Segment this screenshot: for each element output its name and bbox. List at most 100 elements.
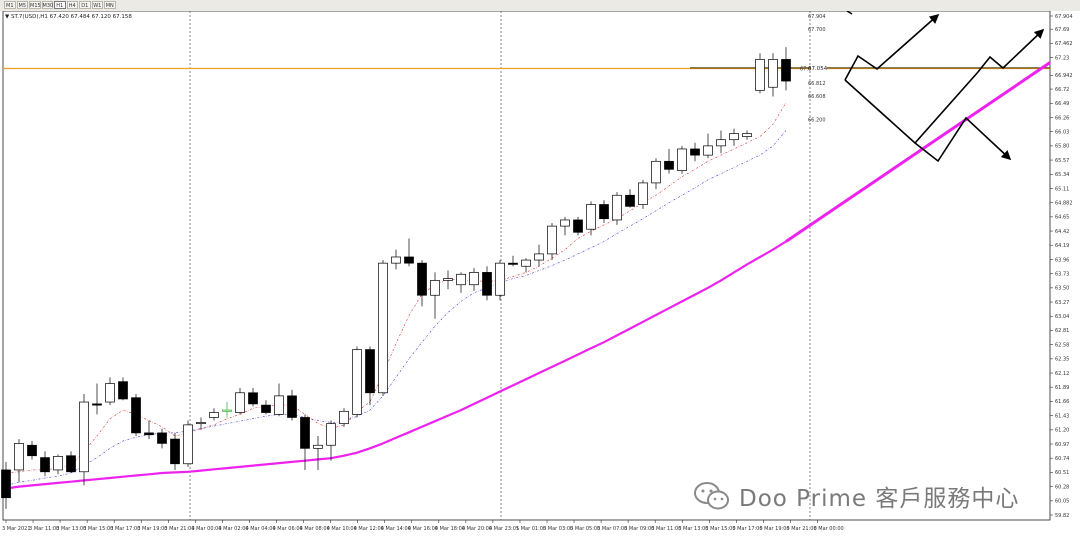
candle bbox=[482, 266, 492, 301]
bear-candle-body bbox=[170, 438, 180, 465]
time-tick-label: 3 Mar 2021 bbox=[2, 526, 31, 532]
time-tick-label: 5 Mar 15:00 bbox=[705, 526, 735, 532]
bear-candle-body bbox=[144, 432, 154, 436]
bull-candle-body bbox=[456, 273, 466, 286]
bull-candle-body bbox=[352, 349, 362, 415]
price-tick-label: 67.904 bbox=[1055, 14, 1073, 20]
bear-candle-body bbox=[131, 397, 141, 434]
bull-candle-body bbox=[768, 59, 778, 88]
candle bbox=[14, 439, 24, 483]
candle bbox=[144, 420, 154, 440]
price-level-label: 67.054 bbox=[808, 66, 828, 72]
bear-candle-body bbox=[27, 444, 37, 457]
time-tick-label: 4 Mar 18:00 bbox=[435, 526, 465, 532]
bull-candle-body bbox=[430, 280, 440, 296]
candle bbox=[781, 47, 791, 91]
time-tick-label: 3 Mar 17:00 bbox=[110, 526, 140, 532]
candle bbox=[768, 53, 778, 97]
forecast-arrow bbox=[844, 13, 940, 81]
time-tick-label: 4 Mar 20:00 bbox=[462, 526, 492, 532]
bear-candle-body bbox=[781, 59, 791, 82]
price-tick-label: 61.89 bbox=[1055, 385, 1069, 391]
price-chart[interactable]: ▼ ST.7(USD),H1 67.420 67.484 67.120 67.1… bbox=[0, 11, 1080, 543]
bull-candle-body bbox=[339, 410, 349, 424]
chart-background bbox=[0, 11, 1080, 543]
bear-candle-body bbox=[92, 403, 102, 406]
time-tick-label: 5 Mar 13:00 bbox=[678, 526, 708, 532]
timeframe-d1-button[interactable]: D1 bbox=[79, 1, 91, 9]
timeframe-m5-button[interactable]: M5 bbox=[16, 1, 28, 9]
timeframe-h4-button[interactable]: H4 bbox=[66, 1, 78, 9]
time-tick-label: 5 Mar 05:00 bbox=[570, 526, 600, 532]
candle bbox=[118, 377, 128, 401]
price-tick-label: 64.65 bbox=[1055, 215, 1069, 221]
price-tick-label: 60.51 bbox=[1055, 470, 1069, 476]
price-tick-label: 64.882 bbox=[1055, 200, 1073, 206]
timeframe-mn-button[interactable]: MN bbox=[104, 1, 116, 9]
time-tick-label: 5 Mar 17:00 bbox=[732, 526, 762, 532]
price-tick-label: 63.50 bbox=[1055, 286, 1069, 292]
bull-candle-body bbox=[14, 443, 24, 471]
bull-candle-body bbox=[534, 253, 544, 261]
price-tick-label: 62.58 bbox=[1055, 342, 1069, 348]
bear-candle-body bbox=[664, 160, 674, 170]
bull-candle-body bbox=[521, 259, 531, 267]
timeframe-m30-button[interactable]: M30 bbox=[41, 1, 54, 9]
price-axis: 67.904 67.69 67.462 67.23 66.942 66.72 66.49 66… bbox=[1050, 14, 1073, 519]
bull-candle-body bbox=[495, 262, 505, 296]
candle bbox=[79, 394, 89, 486]
bear-candle-body bbox=[40, 457, 50, 473]
candle bbox=[105, 377, 115, 406]
candle bbox=[495, 260, 505, 301]
forecast-arrows bbox=[844, 11, 1045, 163]
bear-candle-body bbox=[482, 272, 492, 296]
candle bbox=[625, 189, 635, 208]
value-label: 67.904 bbox=[808, 14, 826, 20]
price-tick-label: 64.42 bbox=[1055, 229, 1069, 235]
candle bbox=[417, 260, 427, 307]
timeframe-m15-button[interactable]: M15 bbox=[29, 1, 41, 9]
price-tick-label: 66.03 bbox=[1055, 129, 1069, 135]
bull-candle-body bbox=[703, 145, 713, 156]
bear-candle-body bbox=[157, 432, 167, 444]
timeframe-h1-button[interactable]: H1 bbox=[54, 1, 66, 9]
bull-candle-body bbox=[196, 422, 206, 424]
candle bbox=[729, 128, 739, 146]
time-tick-label: 4 Mar 12:00 bbox=[354, 526, 384, 532]
bear-candle-body bbox=[690, 148, 700, 156]
bull-candle-body bbox=[443, 278, 453, 281]
wechat-icon bbox=[694, 482, 729, 510]
bear-candle-body bbox=[404, 256, 414, 264]
time-tick-label: 3 Mar 21:00 bbox=[164, 526, 194, 532]
bull-candle-body bbox=[547, 225, 557, 255]
candle bbox=[157, 428, 167, 449]
candle bbox=[92, 383, 102, 415]
time-tick-label: 4 Mar 02:00 bbox=[218, 526, 248, 532]
time-tick-label: 8 Mar 00:00 bbox=[814, 526, 844, 532]
bull-candle-body bbox=[716, 139, 726, 147]
time-tick-label: 5 Mar 03:00 bbox=[543, 526, 573, 532]
price-tick-label: 60.74 bbox=[1055, 456, 1069, 462]
long-moving-average bbox=[5, 61, 1051, 490]
time-tick-label: 3 Mar 19:00 bbox=[137, 526, 167, 532]
time-tick-label: 5 Mar 21:00 bbox=[786, 526, 816, 532]
timeframe-w1-button[interactable]: W1 bbox=[91, 1, 103, 9]
candle bbox=[40, 451, 50, 477]
bull-candle-body bbox=[105, 383, 115, 403]
forecast-arrow bbox=[844, 28, 1045, 145]
bull-candle-body bbox=[651, 160, 661, 184]
price-tick-label: 59.82 bbox=[1055, 513, 1069, 519]
bear-candle-body bbox=[508, 262, 518, 265]
forecast-arrow-stub bbox=[846, 11, 853, 15]
candle bbox=[235, 387, 245, 415]
forecast-arrow bbox=[914, 116, 1012, 163]
price-tick-label: 65.57 bbox=[1055, 158, 1069, 164]
price-tick-label: 61.20 bbox=[1055, 428, 1069, 434]
timeframe-m1-button[interactable]: M1 bbox=[4, 1, 16, 9]
value-labels: 67.904 67.700 67.054 66.812 66.608 66.200 67.0… bbox=[800, 14, 828, 124]
candle bbox=[508, 255, 518, 267]
candle bbox=[404, 238, 414, 267]
candle bbox=[430, 272, 440, 319]
candle bbox=[391, 249, 401, 270]
candle bbox=[443, 270, 453, 290]
